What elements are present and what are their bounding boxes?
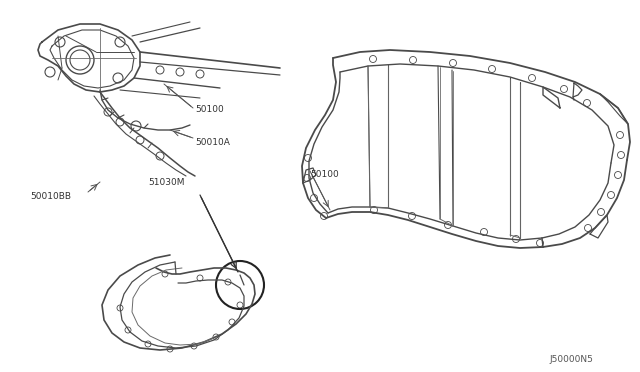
Text: 50100: 50100 <box>310 170 339 179</box>
Text: 51030M: 51030M <box>148 178 184 187</box>
Text: J50000N5: J50000N5 <box>549 355 593 364</box>
Text: 50010A: 50010A <box>195 138 230 147</box>
Text: 50010BB: 50010BB <box>30 192 71 201</box>
Text: 50100: 50100 <box>195 105 224 114</box>
